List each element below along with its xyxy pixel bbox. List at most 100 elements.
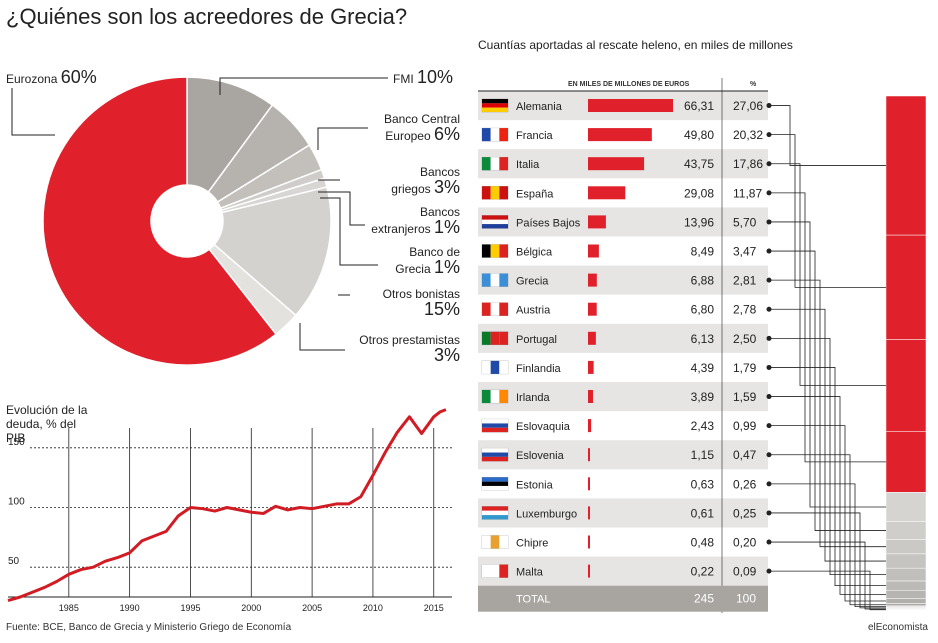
bar-10 — [588, 390, 593, 403]
line-chart-x-tick-label: 2000 — [241, 603, 261, 613]
flag-icon-stripe — [499, 302, 508, 316]
bar-12 — [588, 448, 590, 462]
stacked-segment-11 — [885, 598, 927, 604]
pie-label-bce: Banco Central Europeo 6% — [383, 112, 460, 144]
pct-value-label: 0,26 — [733, 477, 757, 491]
pie-leader-line — [299, 323, 345, 351]
flag-icon-stripe — [482, 107, 508, 112]
stacked-segment-7 — [885, 553, 927, 569]
bar-value-label: 3,89 — [691, 390, 715, 404]
flag-icon-stripe — [482, 186, 491, 200]
pie-label-otros-bonistas: Otros bonistas 15% — [382, 287, 460, 319]
flag-icon-stripe — [490, 390, 500, 403]
bar-value-label: 29,08 — [684, 186, 714, 200]
flag-icon-stripe — [482, 452, 508, 457]
line-chart-x-tick-label: 1985 — [59, 603, 79, 613]
connector-dot — [766, 103, 772, 109]
connector-dot — [766, 423, 772, 429]
country-name-1: Francia — [516, 130, 554, 142]
flag-icon-stripe — [499, 390, 508, 403]
line-chart-x-tick-label: 2010 — [363, 603, 383, 613]
bar-14 — [588, 506, 590, 520]
brand-logo: elEconomista — [867, 622, 928, 633]
stacked-connector-line — [771, 541, 886, 610]
country-name-9: Finlandia — [516, 363, 562, 375]
country-name-10: Irlanda — [516, 392, 551, 404]
bar-value-label: 66,31 — [684, 99, 714, 113]
bar-6 — [588, 273, 597, 287]
pct-value-label: 0,09 — [733, 565, 757, 579]
country-name-0: Alemania — [516, 101, 563, 113]
stacked-segment-8 — [885, 567, 927, 582]
line-chart-x-tick-label: 2015 — [424, 603, 444, 613]
stacked-segment-1 — [885, 234, 927, 340]
country-name-3: España — [516, 188, 554, 200]
stacked-segment-9 — [885, 580, 927, 591]
bar-13 — [588, 477, 590, 491]
pct-value-label: 5,70 — [733, 215, 757, 229]
bar-table-subtitle: Cuantías aportadas al rescate heleno, en… — [478, 38, 793, 52]
connector-dot — [766, 539, 772, 545]
table-row-bg — [478, 382, 768, 412]
flag-icon-stripe — [482, 302, 491, 316]
flag-icon-stripe — [490, 360, 500, 374]
line-chart-title: Evolución de la deuda, % del PIB — [6, 403, 88, 445]
bar-value-label: 0,63 — [691, 477, 715, 491]
total-row-bg — [478, 585, 768, 612]
pie-label-banco-grecia: Banco de Grecia 1% — [395, 245, 460, 277]
table-row-bg — [478, 323, 768, 353]
flag-icon-stripe — [482, 535, 491, 549]
table-row-bg — [478, 498, 768, 528]
country-name-15: Chipre — [516, 538, 548, 550]
flag-icon-stripe — [482, 564, 491, 578]
flag-icon-stripe — [482, 215, 508, 220]
stacked-connector-line — [771, 279, 886, 548]
country-name-2: Italia — [516, 159, 540, 171]
flag-icon-stripe — [482, 331, 491, 345]
flag-icon-stripe — [490, 157, 500, 171]
bar-value-label: 0,61 — [691, 506, 715, 520]
stacked-connector-line — [771, 337, 886, 576]
pct-value-label: 11,87 — [733, 186, 762, 200]
line-chart-y-tick-label: 50 — [8, 556, 20, 567]
pct-value-label: 1,79 — [733, 361, 757, 375]
flag-icon-stripe — [482, 224, 508, 229]
stacked-connector-line — [771, 134, 886, 288]
line-chart-x-tick-label: 2005 — [302, 603, 322, 613]
country-name-5: Bélgica — [516, 247, 553, 259]
stacked-segment-2 — [885, 339, 927, 432]
flag-icon-stripe — [490, 244, 500, 258]
country-name-4: Países Bajos — [516, 217, 581, 229]
connector-dot — [766, 364, 772, 370]
pct-value-label: 0,47 — [733, 448, 757, 462]
pie-label-bancos-griegos: Bancos griegos 3% — [391, 165, 460, 197]
pie-slice-eurozona — [42, 76, 278, 366]
flag-icon-stripe — [482, 506, 508, 511]
flag-icon-stripe — [482, 477, 508, 482]
bar-value-label: 43,75 — [684, 157, 714, 171]
pct-value-label: 0,99 — [733, 419, 757, 433]
bar-value-label: 6,13 — [691, 332, 715, 346]
pie-label-bancos-extranjeros: Bancos extranjeros 1% — [371, 205, 460, 237]
country-name-6: Grecia — [516, 276, 549, 288]
pct-value-label: 2,81 — [733, 274, 757, 288]
stacked-segment-5 — [885, 521, 927, 540]
pie-leader-line — [318, 191, 365, 226]
line-chart-x-tick-label: 1990 — [120, 603, 140, 613]
connector-dot — [766, 132, 772, 138]
bar-8 — [588, 331, 596, 345]
page-title: ¿Quiénes son los acreedores de Grecia? — [6, 4, 408, 29]
table-header-pct: % — [750, 81, 757, 88]
bar-value-label: 49,80 — [684, 128, 714, 142]
flag-icon-stripe — [490, 273, 500, 287]
bar-9 — [588, 360, 594, 374]
flag-icon-stripe — [482, 244, 491, 258]
bar-value-label: 6,88 — [691, 274, 715, 288]
bar-15 — [588, 535, 590, 549]
flag-icon-stripe — [482, 515, 508, 520]
pie-leader-line — [317, 127, 368, 150]
pct-value-label: 3,47 — [733, 245, 757, 259]
flag-icon-stripe — [482, 103, 508, 108]
flag-icon-stripe — [482, 481, 508, 486]
stacked-connector-line — [771, 163, 886, 386]
